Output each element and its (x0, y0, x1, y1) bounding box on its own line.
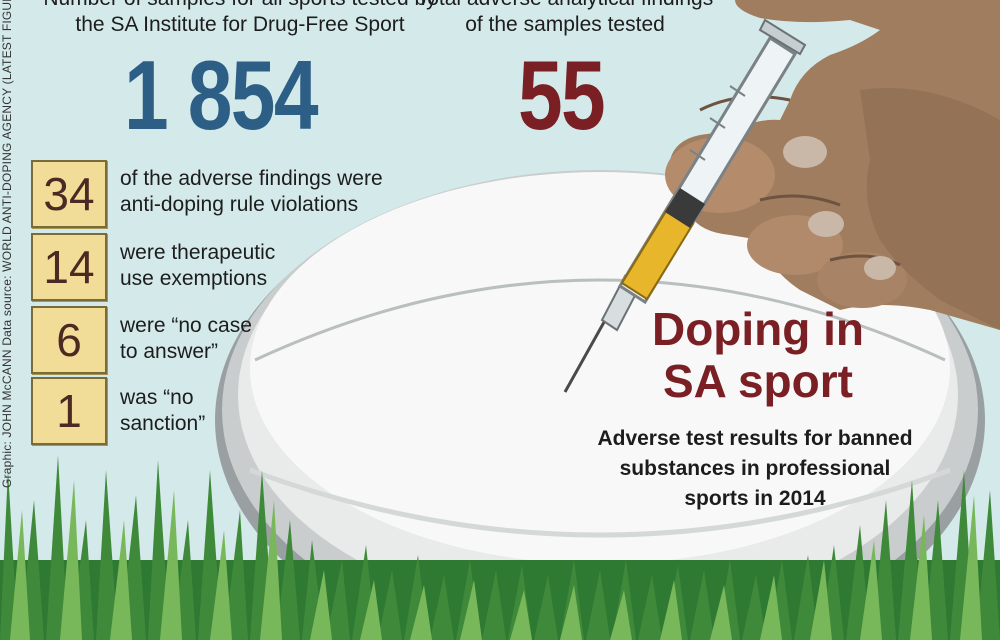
breakdown-text-line1: were therapeutic (120, 241, 276, 264)
infographic-title-line2: SA sport (663, 355, 853, 407)
infographic-subtitle: Adverse test results for banned substanc… (585, 424, 925, 514)
stat-adverse-value: 55 (518, 40, 606, 150)
grass-illustration (0, 455, 1000, 640)
breakdown-text-line2: sanction” (120, 412, 206, 435)
breakdown-text: were “no case to answer” (120, 313, 252, 365)
stat-samples-label-line1: Number of samples for all sports tested … (40, 0, 440, 12)
breakdown-text-line2: anti-doping rule violations (120, 193, 359, 216)
breakdown-text: of the adverse findings were anti-doping… (120, 166, 383, 218)
stat-samples-label-line2: the SA Institute for Drug-Free Sport (75, 13, 405, 36)
breakdown-text-line1: was “no (120, 386, 194, 409)
breakdown-text-line1: of the adverse findings were (120, 167, 383, 190)
stat-adverse-label-line1: Total adverse analytical findings (400, 0, 730, 12)
breakdown-text-line2: to answer” (120, 340, 219, 363)
infographic-subtitle-line1: Adverse test results for banned (597, 427, 913, 450)
breakdown-text: were therapeutic use exemptions (120, 240, 275, 292)
breakdown-text-line2: use exemptions (120, 267, 268, 290)
breakdown-value-box: 14 (31, 233, 107, 301)
graphic-credit: Graphic: JOHN McCANN Data source: WORLD … (0, 0, 14, 488)
stat-adverse-label: Total adverse analytical findings of the… (400, 0, 730, 38)
infographic-subtitle-line3: sports in 2014 (684, 487, 826, 510)
stat-adverse-label-line2: of the samples tested (465, 13, 665, 36)
infographic-title-line1: Doping in (651, 303, 865, 355)
stat-samples-label: Number of samples for all sports tested … (40, 0, 440, 38)
breakdown-text-line1: were “no case (120, 314, 252, 337)
breakdown-value-box: 34 (31, 160, 107, 228)
rugby-ball-illustration (215, 170, 985, 640)
breakdown-value-box: 1 (31, 377, 107, 445)
breakdown-value-box: 6 (31, 306, 107, 374)
stat-samples-value: 1 854 (124, 40, 319, 150)
breakdown-text: was “no sanction” (120, 385, 205, 437)
syringe-illustration (563, 18, 807, 393)
infographic-subtitle-line2: substances in professional (619, 457, 891, 480)
infographic-title: Doping in SA sport (628, 303, 888, 407)
